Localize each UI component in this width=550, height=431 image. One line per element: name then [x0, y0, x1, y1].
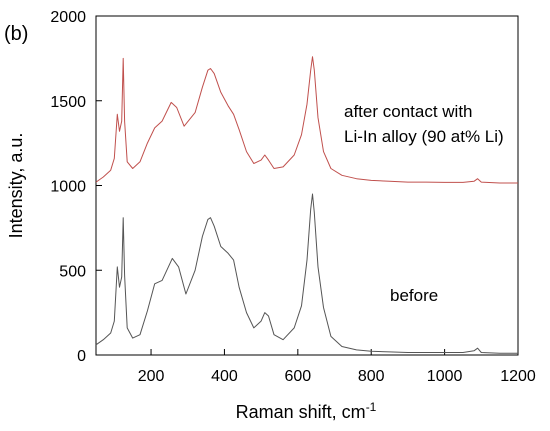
- after-spectrum-line: [95, 56, 518, 184]
- panel-label: (b): [4, 23, 28, 45]
- plot-area: [95, 15, 519, 356]
- x-axis-title-text: Raman shift, cm: [236, 402, 366, 422]
- y-tick-label: 2000: [50, 9, 86, 26]
- x-axis-title: Raman shift, cm-1: [236, 400, 377, 422]
- x-axis-title-unit-exponent: -1: [366, 400, 377, 414]
- before-series-annotation: before: [390, 286, 438, 305]
- plot-frame: [95, 15, 519, 356]
- x-tick-label: 1000: [427, 368, 463, 385]
- x-tick-label: 200: [138, 368, 165, 385]
- before-spectrum-line: [95, 193, 518, 354]
- series-layer: [95, 56, 518, 354]
- y-tick-label: 500: [59, 263, 86, 280]
- y-tick-label: 1000: [50, 179, 86, 196]
- after-series-annotation-line1: after contact with: [344, 102, 473, 121]
- y-tick-label: 1500: [50, 94, 86, 111]
- x-axis-ticks: 200 400 600 800 1000 1200: [138, 349, 536, 385]
- x-tick-label: 1200: [500, 368, 536, 385]
- after-series-annotation-line2: Li-In alloy (90 at% Li): [344, 127, 504, 146]
- x-tick-label: 800: [358, 368, 385, 385]
- x-tick-label: 600: [284, 368, 311, 385]
- x-tick-label: 400: [211, 368, 238, 385]
- y-tick-label: 0: [77, 348, 86, 365]
- y-axis-title: Intensity, a.u.: [6, 133, 26, 239]
- y-axis-ticks: 0 500 1000 1500 2000: [50, 9, 102, 365]
